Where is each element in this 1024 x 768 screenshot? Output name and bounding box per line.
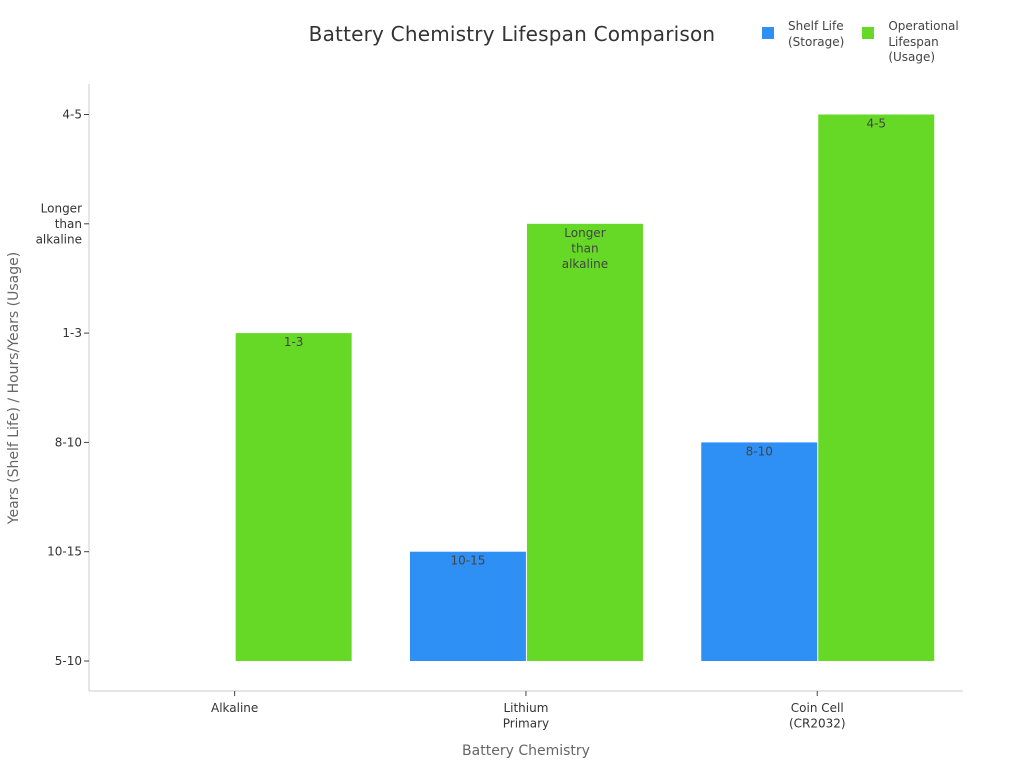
legend-swatch-shelf-life (762, 27, 774, 39)
y-tick-label: 4-5 (62, 108, 82, 122)
y-axis-title: Years (Shelf Life) / Hours/Years (Usage) (6, 252, 22, 525)
data-label: 10-15 (451, 554, 486, 568)
y-tick-label: 5-10 (55, 654, 82, 668)
y-tick-label: 1-3 (62, 326, 82, 340)
legend: Shelf Life (Storage) Operational Lifespa… (762, 19, 959, 66)
x-tick-label: Alkaline (211, 701, 258, 715)
x-tick-label: Coin Cell (CR2032) (789, 701, 846, 731)
x-axis-title: Battery Chemistry (462, 743, 590, 759)
data-label: 4-5 (866, 117, 886, 131)
x-tick-label: Lithium Primary (503, 701, 549, 731)
data-label: 1-3 (284, 335, 304, 349)
legend-swatch-operational-lifespan (862, 27, 875, 39)
data-label: 8-10 (746, 444, 773, 458)
bar-shelf-life-1 (409, 551, 526, 661)
y-tick-label: 8-10 (55, 435, 82, 449)
bar-operational-2 (818, 114, 935, 661)
legend-label-shelf-life: Shelf Life (Storage) (788, 19, 845, 49)
legend-label-operational-lifespan: Operational Lifespan (Usage) (888, 19, 959, 64)
bar-operational-0 (235, 333, 352, 661)
y-tick-label: 10-15 (47, 545, 82, 559)
bar-operational-1 (526, 223, 643, 662)
legend-item-shelf-life: Shelf Life (Storage) (762, 19, 844, 66)
bar-shelf-life-2 (701, 442, 818, 661)
data-label: Longer than alkaline (562, 226, 608, 271)
legend-item-operational-lifespan: Operational Lifespan (Usage) (862, 19, 959, 66)
chart-title: Battery Chemistry Lifespan Comparison (308, 22, 716, 46)
y-tick-label: Longer than alkaline (36, 201, 83, 246)
